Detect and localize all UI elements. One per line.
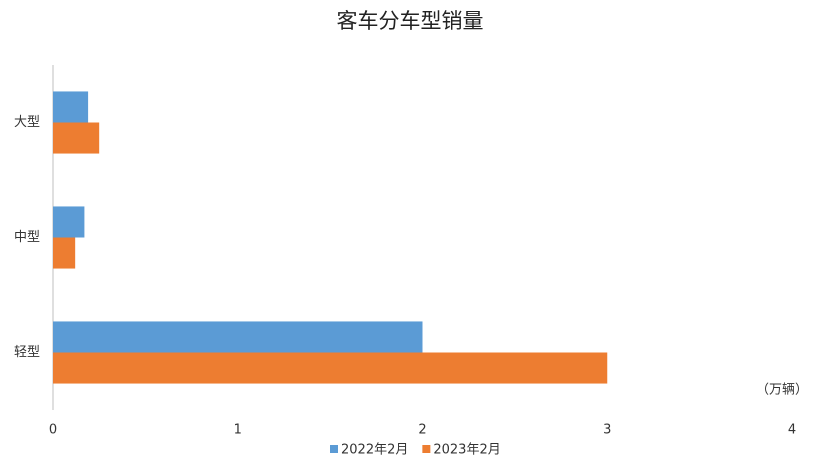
chart-title: 客车分车型销量 bbox=[337, 9, 484, 33]
y-tick-label: 轻型 bbox=[14, 345, 40, 360]
bar bbox=[53, 122, 100, 154]
y-tick-label: 大型 bbox=[14, 115, 40, 130]
unit-annotation: （万辆） bbox=[756, 383, 808, 398]
x-tick-label: 3 bbox=[603, 423, 611, 438]
legend-label: 2022年2月 bbox=[341, 443, 408, 458]
x-tick-label: 2 bbox=[418, 423, 426, 438]
bar bbox=[53, 237, 76, 269]
legend-swatch bbox=[330, 445, 338, 453]
legend-swatch bbox=[422, 445, 431, 453]
bar bbox=[53, 352, 608, 384]
bar bbox=[53, 206, 85, 238]
legend-label: 2023年2月 bbox=[433, 443, 500, 458]
x-tick-label: 1 bbox=[234, 423, 242, 438]
y-tick-label: 中型 bbox=[14, 230, 40, 245]
x-tick-label: 0 bbox=[49, 423, 57, 438]
x-tick-label: 4 bbox=[788, 423, 796, 438]
bar bbox=[53, 321, 423, 353]
bar bbox=[53, 91, 89, 123]
